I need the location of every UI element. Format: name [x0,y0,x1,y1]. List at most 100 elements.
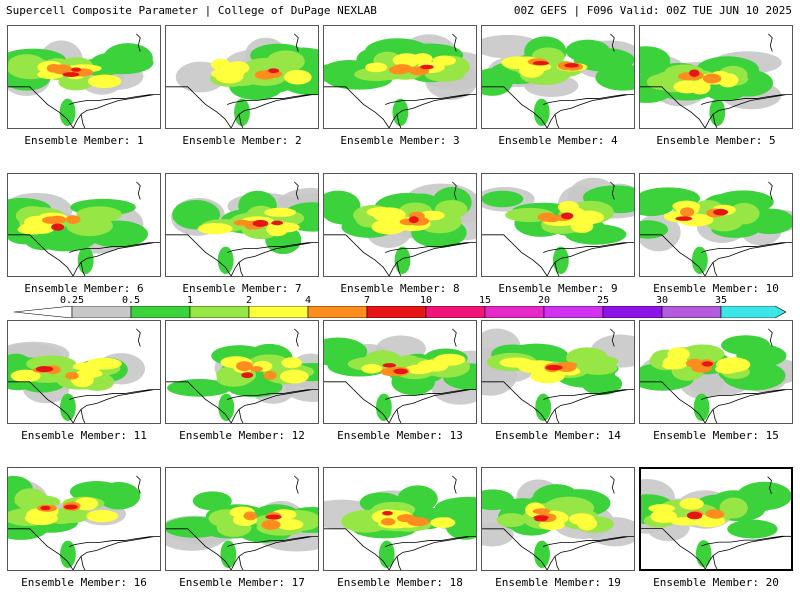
scp-map [640,181,792,276]
state-boundaries [482,475,634,570]
scp-contour [372,207,406,223]
scp-contour [220,540,237,569]
scp-contour [264,207,297,217]
state-boundaries [8,33,160,128]
scp-contour [530,368,565,384]
scp-contour [728,202,760,225]
legend-swatch [71,306,132,318]
scp-contour [276,519,304,530]
scp-contour [371,219,407,235]
scp-contour [324,190,361,221]
ensemble-member-label: Ensemble Member: 20 [653,576,779,589]
ensemble-panel-13[interactable] [323,320,477,424]
ensemble-panel-20[interactable] [639,467,793,571]
scp-contour [382,510,393,516]
ensemble-panel-3[interactable] [323,25,477,129]
scp-contour [86,509,119,523]
scp-contour [63,504,78,510]
scp-contour [423,359,449,372]
scp-contour [218,393,235,422]
ensemble-member-label: Ensemble Member: 18 [337,576,463,589]
scp-contour [266,50,305,73]
ensemble-panel-19[interactable] [481,467,635,571]
ensemble-member-label: Ensemble Member: 11 [21,429,147,442]
scp-contour [197,222,233,235]
state-boundaries [482,181,634,276]
scp-contour [702,73,722,84]
scp-contour [388,65,410,75]
ensemble-panel-6[interactable] [7,173,161,277]
state-boundaries [166,33,318,128]
scp-contour [192,491,232,511]
ensemble-member-label: Ensemble Member: 6 [24,282,144,295]
ensemble-member-label: Ensemble Member: 7 [182,282,302,295]
scp-map [641,476,791,569]
state-boundaries [324,33,476,128]
scp-contour [533,515,549,520]
scp-contour [595,64,634,91]
ensemble-member-label: Ensemble Member: 16 [21,576,147,589]
scp-contour [393,368,408,375]
scp-map [166,181,318,276]
legend-tick-label: 10 [419,295,433,306]
ensemble-member-label: Ensemble Member: 5 [656,134,776,147]
scp-contour [354,67,398,82]
ensemble-panel-7[interactable] [165,173,319,277]
ensemble-panel-8[interactable] [323,173,477,277]
ensemble-member-label: Ensemble Member: 14 [495,429,621,442]
ensemble-member-label: Ensemble Member: 3 [340,134,460,147]
legend-swatch [602,306,663,318]
ensemble-panel-4[interactable] [481,25,635,129]
ensemble-panel-12[interactable] [165,320,319,424]
state-boundaries [166,181,318,276]
scp-contour [361,364,382,374]
ensemble-panel-9[interactable] [481,173,635,277]
legend-tick-label: 35 [714,295,728,306]
ensemble-panel-18[interactable] [323,467,477,571]
scp-contour [570,210,605,225]
scp-map [8,475,160,570]
state-boundaries [8,475,160,570]
scp-contour [35,366,54,373]
ensemble-panel-11[interactable] [7,320,161,424]
state-boundaries [640,33,792,128]
scp-map [482,177,634,276]
state-boundaries [324,328,476,423]
scp-contour [17,224,49,235]
scp-contour [482,489,515,511]
scp-contour [87,74,122,89]
scp-contour [394,246,411,275]
scp-contour [545,364,563,371]
scp-contour [392,53,422,67]
page-title: Supercell Composite Parameter | College … [6,4,377,17]
scp-contour [365,62,388,73]
scp-contour [268,68,280,74]
scp-contour [727,519,778,539]
ensemble-panel-16[interactable] [7,467,161,571]
scp-contour [640,220,669,239]
scp-contour [252,219,269,227]
scp-contour [430,517,456,529]
scp-contour [236,361,253,372]
ensemble-panel-10[interactable] [639,173,793,277]
ensemble-panel-15[interactable] [639,320,793,424]
ensemble-panel-14[interactable] [481,320,635,424]
state-boundaries [641,476,791,569]
ensemble-panel-1[interactable] [7,25,161,129]
legend-tick-label: 30 [655,295,669,306]
scp-contour [689,69,700,77]
scp-map [482,475,634,570]
scp-contour [577,516,597,531]
scp-contour [640,46,671,75]
scp-contour [167,379,232,397]
scp-map [166,328,318,423]
ensemble-member-label: Ensemble Member: 1 [24,134,144,147]
ensemble-panel-17[interactable] [165,467,319,571]
ensemble-panel-2[interactable] [165,25,319,129]
state-boundaries [324,475,476,570]
scp-contour [382,363,397,368]
ensemble-panel-5[interactable] [639,25,793,129]
ensemble-member-label: Ensemble Member: 10 [653,282,779,295]
scp-contour [534,540,550,569]
scp-contour [560,212,574,220]
